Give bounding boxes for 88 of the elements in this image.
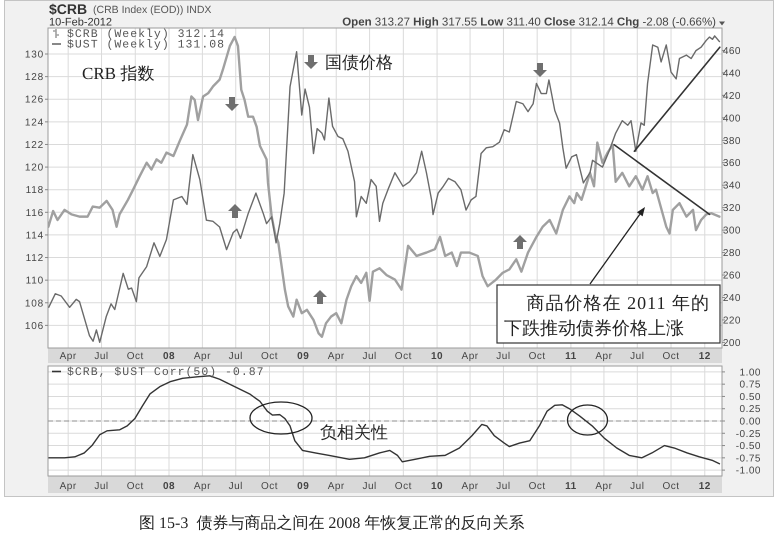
x-tick-label: Oct [260,351,278,362]
x-tick-label: Oct [394,481,412,492]
y-tick-label: 128 [24,72,44,84]
text: (CRB Index (EOD)) INDX [93,4,212,16]
x-tick-label: Apr [60,351,77,362]
y2-tick-label: 340 [722,180,741,192]
x-tick-label: Jul [630,351,644,362]
x-tick-label: Oct [126,351,144,362]
y2-tick-label: 460 [722,46,741,57]
legend-label: $UST (Weekly) 131.08 [67,38,226,52]
x-tick-label: Jul [228,481,243,492]
y-tick-label: 126 [24,94,44,106]
x-tick-label: Apr [595,351,613,362]
y2-tick-label: 400 [722,113,741,124]
y2-tick-label: 280 [722,248,741,260]
x-tick-label: Jul [496,351,511,362]
x-tick-label: 12 [698,481,711,492]
x-tick-label: Jul [94,351,109,362]
x-tick-label: Apr [462,481,479,492]
y2-tick-label: 1.00 [740,367,761,378]
y-tick-label: 110 [26,276,44,287]
y2-tick-label: 320 [722,203,741,214]
x-tick-label: 10 [431,351,444,362]
y2-tick-label: -0.25 [736,428,761,440]
y2-tick-label: 300 [722,226,741,237]
annotation: 商品价格在 2011 年的 [526,293,710,313]
x-tick-label: 11 [565,351,577,362]
y-tick-label: 122 [24,140,44,151]
y2-tick-label: 420 [722,90,741,102]
x-tick-label: Apr [328,481,345,492]
y2-tick-label: 220 [722,315,741,326]
x-tick-label: Oct [662,481,680,492]
annotation: 10-Feb-2012 [49,16,112,28]
x-tick-label: Apr [194,481,212,492]
x-tick-label: Apr [462,351,479,362]
y-tick-label: 108 [24,298,44,310]
x-tick-label: Jul [94,481,109,492]
x-tick-label: Oct [528,351,546,362]
x-tick-label: 09 [297,351,310,362]
y2-tick-label: -1.00 [736,466,761,477]
y2-tick-label: 0.50 [740,392,761,403]
annotation: 负相关性 [320,423,388,442]
x-tick-label: 12 [698,351,711,362]
x-tick-label: Apr [194,351,212,362]
y2-tick-label: 360 [722,158,741,170]
y2-tick-label: 440 [722,68,741,80]
y2-tick-label: -0.50 [736,441,761,452]
x-tick-label: 10 [431,481,444,492]
annotation: 国债价格 [325,53,393,72]
y-tick-label: 106 [24,320,44,332]
y2-tick-label: 260 [722,270,741,282]
annotation: CRB 指数 [82,64,154,83]
chart-title: $CRB [49,1,88,17]
x-tick-label: 08 [162,481,176,492]
y2-tick-label: 0.25 [740,404,761,416]
text: Open 313.27 High 317.55 Low 311.40 Close 312.14 Chg -2.08 (-0.66%) [342,16,716,28]
x-tick-label: Oct [394,351,412,362]
y2-tick-label: 0.75 [740,380,761,391]
y2-tick-label: 200 [722,338,741,349]
y-tick-label: 130 [24,50,44,61]
x-tick-label: Jul [228,351,243,362]
legend-label: $CRB, $UST Corr(50) -0.87 [67,366,265,379]
y-tick-label: 120 [24,162,44,174]
x-tick-label: Oct [260,481,278,492]
x-tick-label: Oct [528,481,546,492]
x-tick-label: 08 [162,351,176,362]
y2-tick-label: 380 [722,136,741,147]
y2-tick-label: -0.75 [736,453,761,464]
x-tick-label: 09 [297,481,310,492]
y-tick-label: 124 [24,117,44,128]
x-tick-label: Jul [630,481,644,492]
y-tick-label: 116 [26,208,44,219]
x-tick-label: 11 [565,481,577,492]
x-tick-label: Oct [126,481,144,492]
caption: 图 15-3 债券与商品之间在 2008 年恢复正常的反向关系 [139,514,524,532]
x-tick-label: Jul [362,481,377,492]
x-tick-label: Oct [662,351,680,362]
y-tick-label: 112 [26,253,44,264]
x-tick-label: Jul [496,481,511,492]
x-tick-label: Jul [362,351,377,362]
y-tick-label: 118 [26,185,44,196]
y2-tick-label: 0.00 [740,416,761,428]
y-tick-label: 114 [26,230,44,242]
y2-tick-label: 240 [722,292,741,304]
x-tick-label: Apr [60,481,77,492]
x-tick-label: Apr [595,481,613,492]
annotation: 下跌推动债券价格上涨 [504,318,684,338]
x-tick-label: Apr [328,351,345,362]
